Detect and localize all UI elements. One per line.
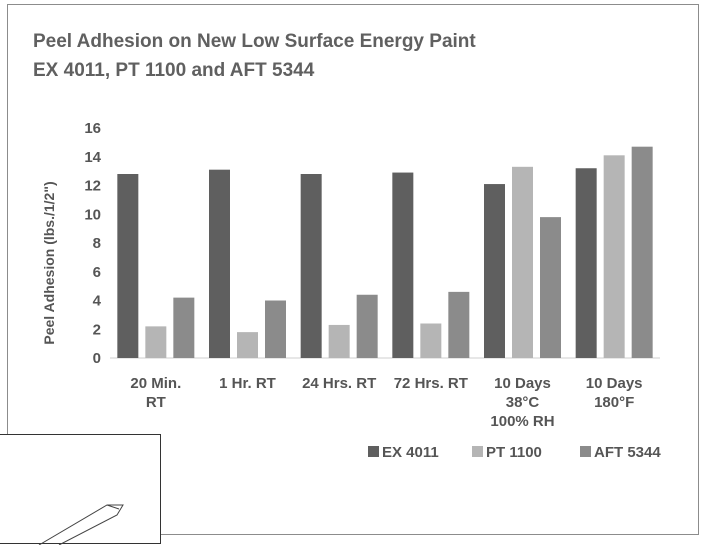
category-labels: 20 Min. RT 1 Hr. RT 24 Hrs. RT 72 Hrs. RT 10 … <box>130 375 642 430</box>
legend-swatch <box>472 446 483 457</box>
bar-pt-1100-0 <box>145 326 167 358</box>
y-tick-label: 14 <box>84 149 101 166</box>
category-label: 10 Days <box>586 375 643 392</box>
bar-ex-4011-4 <box>484 184 505 358</box>
bars <box>117 146 653 358</box>
bar-aft-5344-1 <box>265 300 286 358</box>
y-tick-label: 2 <box>93 321 101 338</box>
bar-pt-1100-5 <box>603 155 625 358</box>
bar-ex-4011-2 <box>300 174 322 358</box>
bar-pt-1100-3 <box>420 323 442 358</box>
y-tick-label: 6 <box>93 264 101 281</box>
category-label: 10 Days <box>494 375 551 392</box>
y-tick-label: 0 <box>93 350 101 367</box>
bar-pt-1100-1 <box>237 332 258 358</box>
category-label: 100% RH <box>490 413 554 430</box>
legend: EX 4011 PT 1100 AFT 5344 <box>368 444 661 461</box>
legend-entry: AFT 5344 <box>594 444 661 461</box>
bar-aft-5344-3 <box>448 291 470 358</box>
bar-pt-1100-2 <box>328 324 350 358</box>
category-label: 180°F <box>594 394 634 411</box>
chart-title-line1: Peel Adhesion on New Low Surface Energy … <box>33 31 476 52</box>
bar-aft-5344-0 <box>173 297 195 358</box>
category-label: 1 Hr. RT <box>219 375 276 392</box>
y-tick-label: 4 <box>93 293 102 310</box>
y-tick-label: 12 <box>84 178 101 195</box>
y-axis-label: Peel Adhesion (lbs./1/2") <box>41 181 57 344</box>
inset-product-image <box>0 434 161 546</box>
category-label: RT <box>146 394 166 411</box>
legend-entry: PT 1100 <box>486 444 542 461</box>
bar-ex-4011-0 <box>117 174 139 358</box>
legend-entry: EX 4011 <box>382 444 439 461</box>
category-label: 20 Min. <box>130 375 181 392</box>
legend-swatch <box>580 446 591 457</box>
bar-aft-5344-2 <box>356 294 378 358</box>
category-label: 72 Hrs. RT <box>394 375 468 392</box>
y-tick-label: 10 <box>84 206 101 223</box>
bar-ex-4011-1 <box>209 169 230 358</box>
category-label: 38°C <box>506 394 540 411</box>
bar-aft-5344-5 <box>631 146 653 358</box>
chart-title-line2: EX 4011, PT 1100 and AFT 5344 <box>33 60 315 81</box>
product-sketch-icon <box>38 504 124 546</box>
bar-ex-4011-3 <box>392 172 414 358</box>
legend-swatch <box>368 446 379 457</box>
category-label: 24 Hrs. RT <box>302 375 376 392</box>
y-tick-label: 16 <box>84 120 101 137</box>
y-axis-ticks: 0 2 4 6 8 10 12 14 16 <box>84 120 101 367</box>
y-tick-label: 8 <box>93 235 101 252</box>
bar-ex-4011-5 <box>575 168 597 358</box>
bar-aft-5344-4 <box>540 217 561 358</box>
bar-pt-1100-4 <box>512 166 533 358</box>
